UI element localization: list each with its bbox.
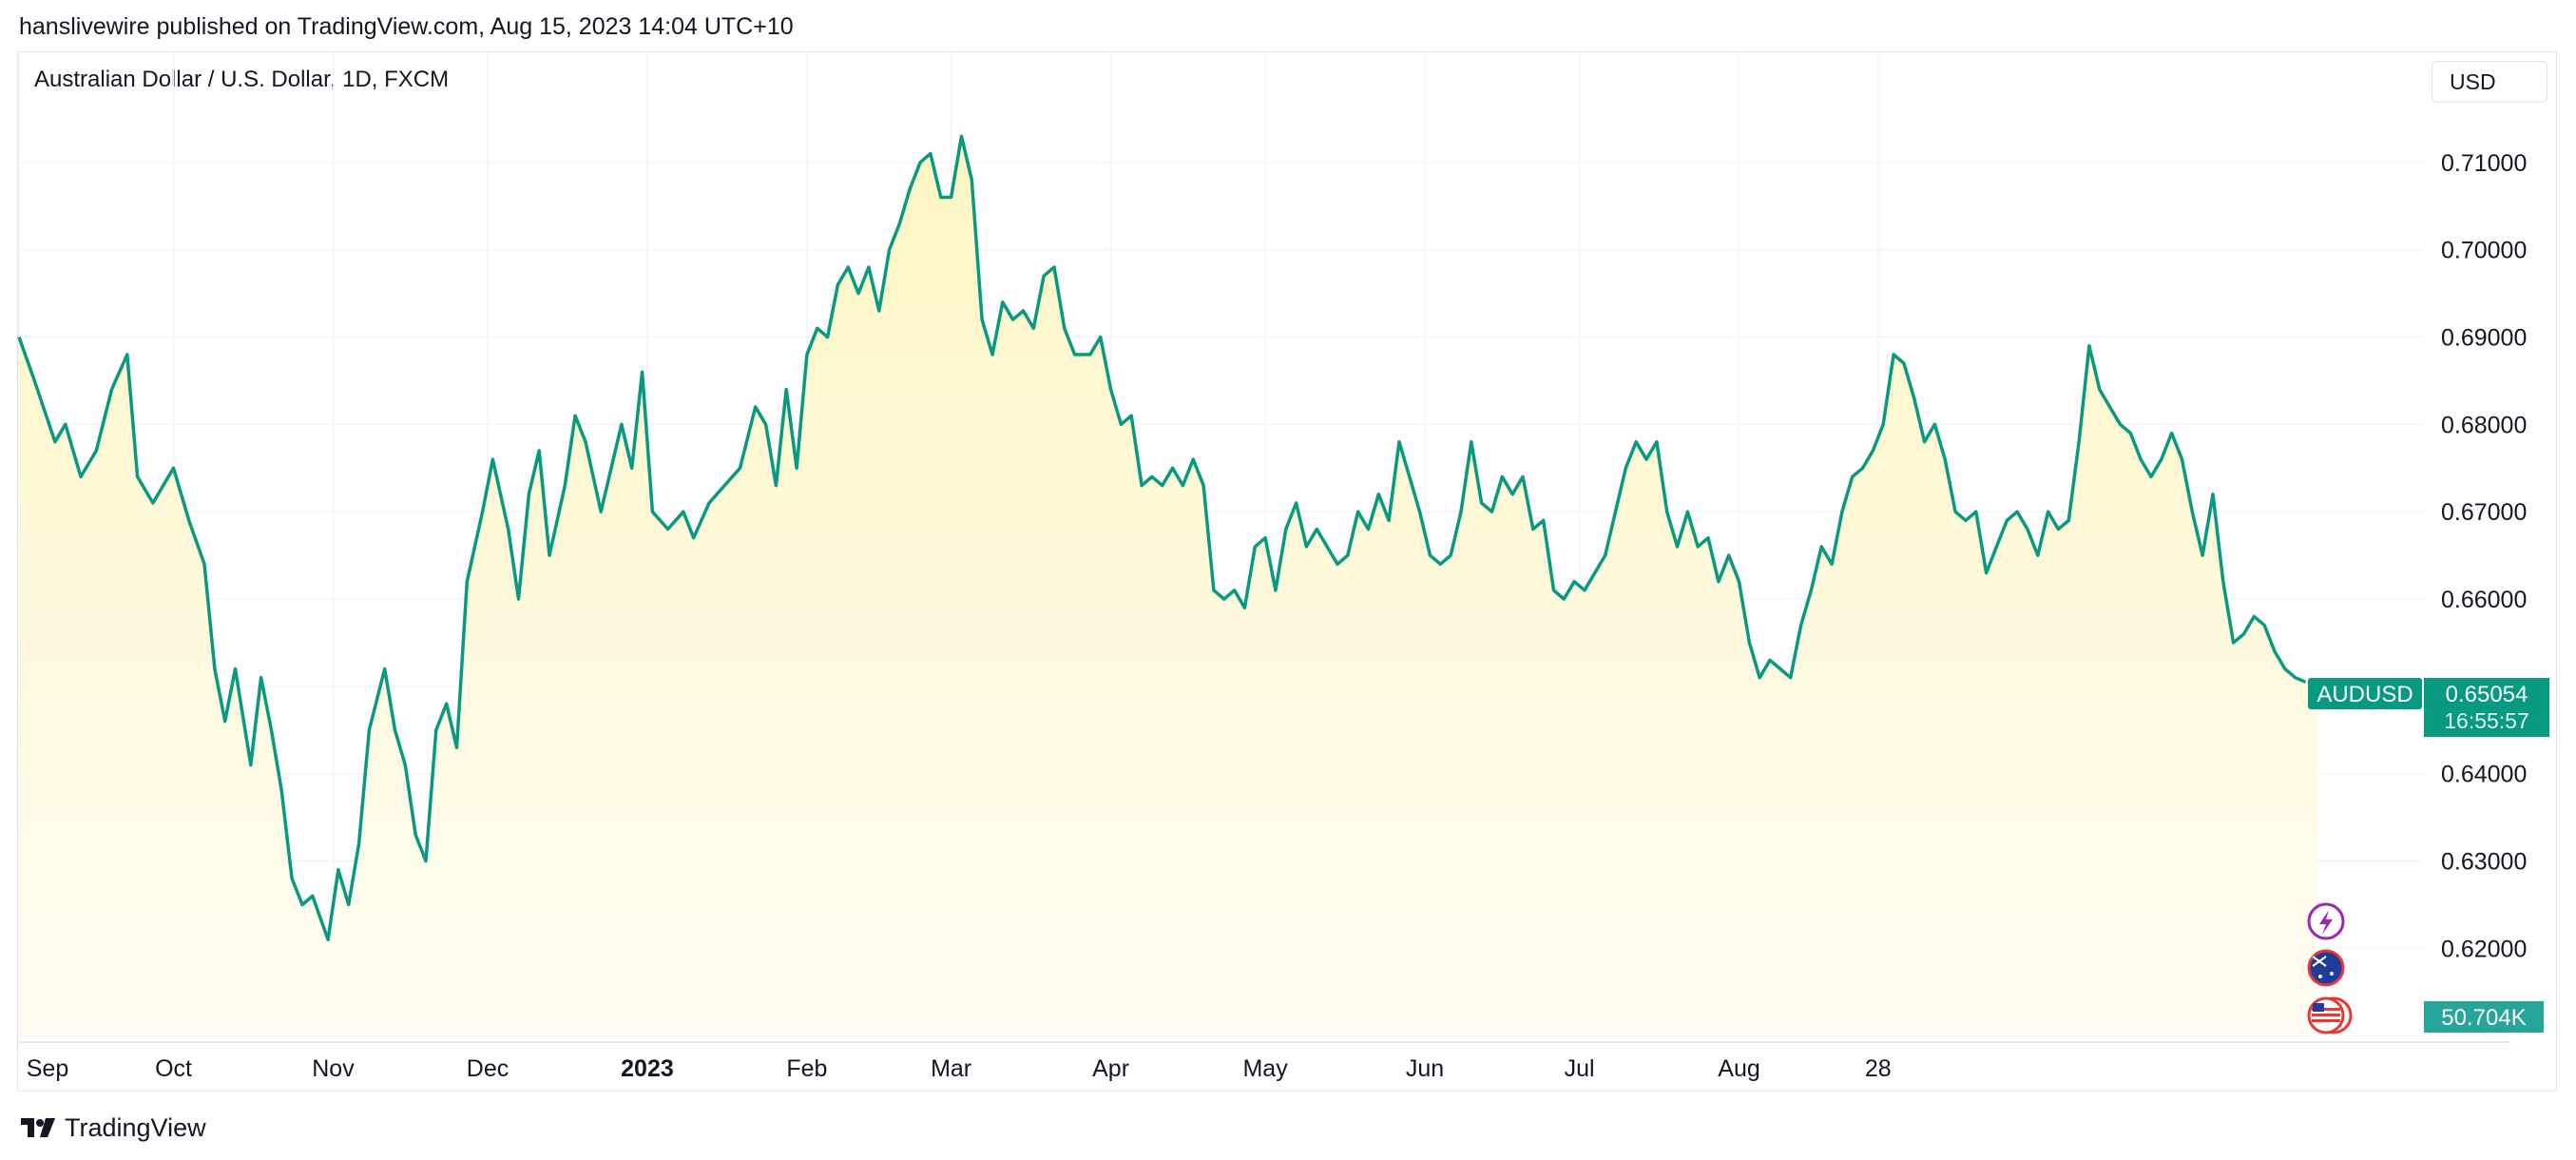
y-tick-label: 0.66000 [2441, 587, 2527, 613]
x-tick-label: Jun [1406, 1055, 1444, 1082]
price-line [17, 134, 2307, 941]
x-tick-label: May [1242, 1055, 1288, 1082]
y-tick-label: 0.67000 [2441, 499, 2527, 526]
x-tick-label: 2023 [621, 1055, 674, 1082]
x-tick-label: Sep [27, 1055, 68, 1082]
x-tick-label: Jul [1565, 1055, 1595, 1082]
price-area-fill [19, 136, 2317, 1039]
brand-name: TradingView [65, 1112, 206, 1142]
symbol-label-text: AUDUSD [2316, 682, 2413, 707]
usa-flag-icon[interactable] [2307, 996, 2353, 1034]
x-tick-label: Nov [312, 1055, 355, 1082]
last-price-label: 0.65054 16:55:57 [2424, 678, 2549, 737]
y-tick-label: 0.69000 [2441, 324, 2527, 351]
published-caption: hanslivewire published on TradingView.co… [19, 13, 794, 40]
currency-button[interactable]: USD [2432, 61, 2547, 103]
x-tick-label: Dec [467, 1055, 509, 1082]
volume-value: 50.704K [2441, 1005, 2526, 1031]
chart-title: Australian Dollar / U.S. Dollar, 1D, FXC… [34, 67, 450, 92]
y-tick-label: 0.70000 [2441, 238, 2527, 264]
x-tick-label: Apr [1092, 1055, 1129, 1082]
lightning-event-icon[interactable] [2307, 902, 2345, 940]
countdown-value: 16:55:57 [2444, 708, 2529, 733]
tradingview-logo-icon [21, 1118, 55, 1137]
y-tick-label: 0.63000 [2441, 849, 2527, 876]
y-tick-label: 0.64000 [2441, 762, 2527, 788]
last-price-value: 0.65054 [2446, 682, 2528, 707]
x-tick-label: Oct [155, 1055, 192, 1082]
x-axis: Sep Oct Nov Dec 2023 Feb Mar Apr May Jun Jul Aug 28 [19, 1041, 2509, 1082]
y-axis: 0.71000 0.70000 0.69000 0.68000 0.67000 0.660… [2441, 150, 2527, 963]
volume-label: 50.704K [2424, 1001, 2544, 1033]
x-tick-label: 28 [1865, 1055, 1892, 1082]
y-tick-label: 0.71000 [2441, 150, 2527, 177]
event-icons[interactable] [2307, 902, 2353, 1034]
y-tick-label: 0.62000 [2441, 936, 2527, 962]
australia-flag-icon[interactable] [2307, 949, 2345, 987]
chart-frame [17, 51, 2557, 1092]
footer-brand[interactable]: TradingView [19, 1112, 206, 1143]
x-tick-label: Aug [1718, 1055, 1759, 1082]
x-tick-label: Mar [931, 1055, 971, 1082]
symbol-label: AUDUSD [2308, 678, 2422, 709]
x-tick-label: Feb [786, 1055, 827, 1082]
y-tick-label: 0.68000 [2441, 412, 2527, 438]
